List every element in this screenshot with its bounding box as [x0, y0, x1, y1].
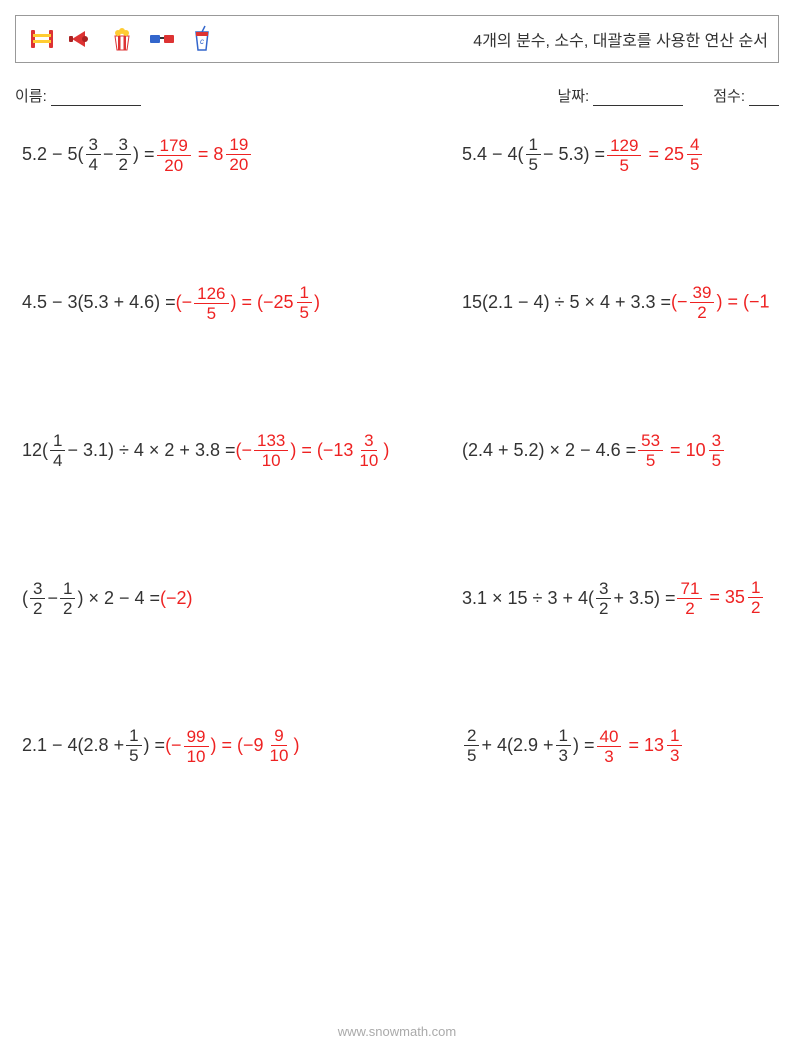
popcorn-icon	[106, 23, 138, 55]
problem-3: 4.5 − 3(5.3 + 4.6) = (−1265) = (−2515)	[22, 284, 462, 322]
problem-8: 3.1 × 15 ÷ 3 + 4(32 + 3.5) = 712 = 3512	[462, 579, 794, 617]
problem-6: (2.4 + 5.2) × 2 − 4.6 = 535 = 1035	[462, 432, 794, 470]
score-field: 점수:	[713, 85, 779, 106]
name-label: 이름:	[15, 88, 47, 105]
problem-4: 15(2.1 − 4) ÷ 5 × 4 + 3.3 = (−392) = (−1	[462, 284, 794, 322]
date-underline	[593, 90, 683, 106]
date-label: 날짜:	[557, 88, 589, 105]
problem-2: 5.4 − 4(15 − 5.3) = 1295 = 2545	[462, 136, 794, 174]
meta-row: 이름: 날짜: 점수:	[15, 85, 779, 106]
header-bar: c 4개의 분수, 소수, 대괄호를 사용한 연산 순서	[15, 15, 779, 63]
problem-9: 2.1 − 4(2.8 + 15) = (−9910) = (−9910)	[22, 727, 462, 765]
footer-url: www.snowmath.com	[0, 1024, 794, 1039]
problems-grid: 5.2 − 5(34 − 32) = 17920 = 819205.4 − 4(…	[22, 136, 794, 765]
svg-text:c: c	[200, 37, 204, 46]
problem-1: 5.2 − 5(34 − 32) = 17920 = 81920	[22, 136, 462, 174]
name-field: 이름:	[15, 85, 141, 106]
barrier-icon	[26, 23, 58, 55]
problem-7: (32 − 12) × 2 − 4 = (−2)	[22, 579, 462, 617]
cup-icon: c	[186, 23, 218, 55]
megaphone-icon	[66, 23, 98, 55]
score-underline	[749, 90, 779, 106]
score-label: 점수:	[713, 88, 745, 105]
problem-5: 12(14 − 3.1) ÷ 4 × 2 + 3.8 = (−13310) = …	[22, 432, 462, 470]
header-icons: c	[26, 23, 218, 55]
date-field: 날짜:	[557, 85, 683, 106]
worksheet-title: 4개의 분수, 소수, 대괄호를 사용한 연산 순서	[473, 27, 768, 51]
glasses-icon	[146, 23, 178, 55]
name-underline	[51, 90, 141, 106]
problem-10: 25 + 4(2.9 + 13) = 403 = 1313	[462, 727, 794, 765]
